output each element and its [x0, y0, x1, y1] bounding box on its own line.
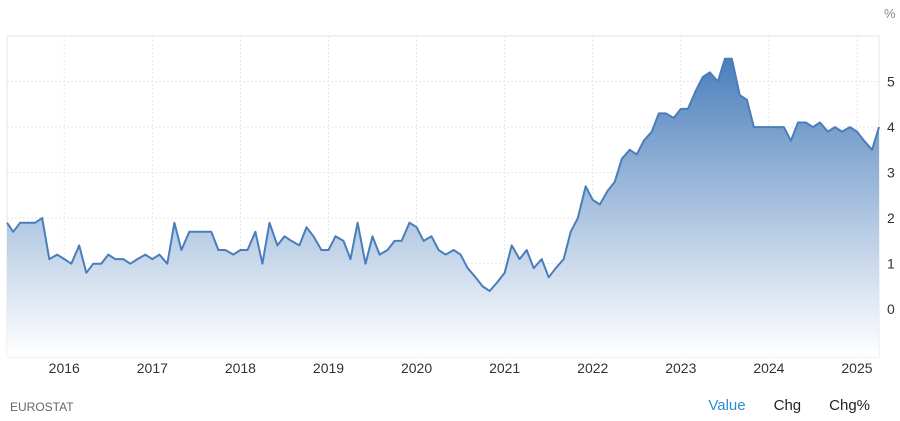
tab-value[interactable]: Value	[708, 397, 746, 414]
y-tick-label: 0	[887, 301, 895, 317]
x-tick-label: 2018	[225, 360, 256, 376]
source-label: EUROSTAT	[10, 400, 74, 414]
x-tick-label: 2021	[489, 360, 520, 376]
y-tick-label: 5	[887, 74, 895, 90]
x-tick-label: 2019	[313, 360, 344, 376]
x-tick-label: 2016	[49, 360, 80, 376]
y-tick-label: 4	[887, 119, 895, 135]
series-line	[6, 57, 880, 292]
y-tick-label: 1	[887, 256, 895, 272]
x-tick-label: 2020	[401, 360, 432, 376]
view-tabs: Value Chg Chg%	[708, 397, 870, 414]
y-tick-label: 3	[887, 165, 895, 181]
x-tick-label: 2023	[665, 360, 696, 376]
tab-chg-percent[interactable]: Chg%	[829, 397, 870, 414]
x-tick-label: 2024	[753, 360, 784, 376]
axes: 0 1 2 3 4 5 2016 2017 2018 2019 2020 2021 2022 2023 20…	[49, 74, 895, 376]
series-area	[7, 58, 879, 358]
x-tick-label: 2022	[577, 360, 608, 376]
x-tick-label: 2025	[841, 360, 872, 376]
plot-area	[6, 57, 880, 358]
y-unit-label: %	[884, 6, 896, 21]
y-tick-label: 2	[887, 210, 895, 226]
tab-chg[interactable]: Chg	[773, 397, 802, 414]
x-tick-label: 2017	[137, 360, 168, 376]
